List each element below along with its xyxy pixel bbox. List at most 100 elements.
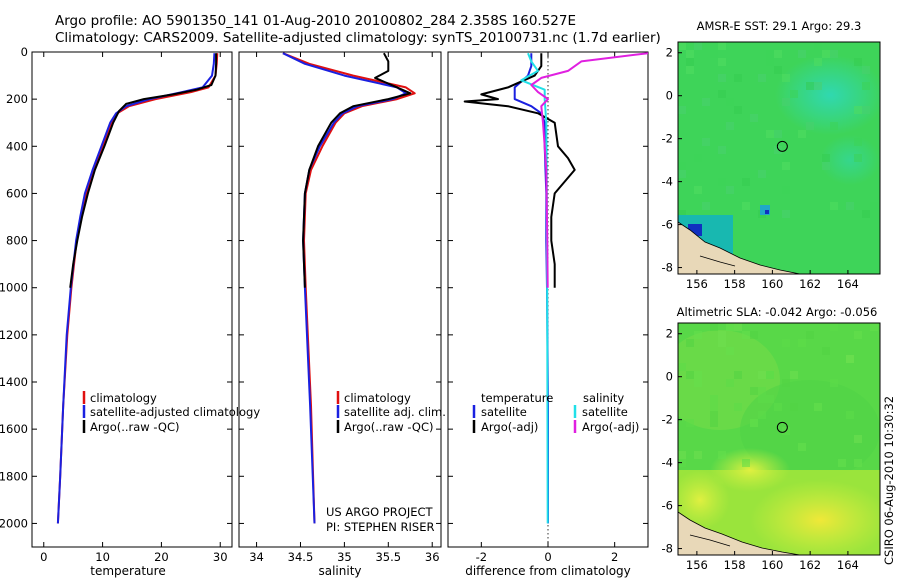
map-texture-cell xyxy=(718,331,726,339)
map-texture-cell xyxy=(870,202,878,210)
map-texture-cell xyxy=(718,178,726,186)
map-texture-cell xyxy=(806,331,814,339)
map-texture-cell xyxy=(750,114,758,122)
salinity-legend: climatology satellite adj. clim. Argo(..… xyxy=(336,391,446,434)
map-texture-cell xyxy=(854,154,862,162)
sst-map-frame xyxy=(677,41,881,275)
map-texture-cell xyxy=(742,178,750,186)
legend-heading-temperature: temperature xyxy=(481,391,553,405)
map-texture-cell xyxy=(846,411,854,419)
map-texture-cell xyxy=(830,202,838,210)
map-texture-cell xyxy=(862,66,870,74)
map-texture-cell xyxy=(718,339,726,347)
map-texture-cell xyxy=(678,363,686,371)
legend-label-climatology: climatology xyxy=(90,391,157,405)
map-texture-cell xyxy=(686,419,694,427)
map-texture-cell xyxy=(726,347,734,355)
map-texture-cell xyxy=(798,130,806,138)
map-texture-cell xyxy=(678,106,686,114)
x-tick-label: 20 xyxy=(154,550,169,564)
map-texture-cell xyxy=(854,435,862,443)
map-y-tick-label: -2 xyxy=(662,132,673,146)
map-texture-cell xyxy=(782,186,790,194)
map-texture-cell xyxy=(782,379,790,387)
x-tick-label: -2 xyxy=(476,550,487,564)
x-tick-label: 34 xyxy=(249,550,264,564)
legend-label-satellite-adjusted: satellite-adjusted climatology xyxy=(90,405,260,419)
map-texture-cell xyxy=(694,371,702,379)
map-texture-cell xyxy=(726,186,734,194)
y-tick-label: 400 xyxy=(6,139,28,153)
map-texture-cell xyxy=(814,82,822,90)
map-texture-cell xyxy=(702,138,710,146)
map-texture-cell xyxy=(782,154,790,162)
map-texture-cell xyxy=(758,411,766,419)
difference-legend: temperature satellite Argo(-adj) salinit… xyxy=(472,391,639,434)
y-tick-label: 1200 xyxy=(0,328,28,342)
map-texture-cell xyxy=(710,403,718,411)
map-texture-cell xyxy=(774,403,782,411)
x-tick-label: 36 xyxy=(425,550,440,564)
y-tick-label: 0 xyxy=(21,45,28,59)
x-tick-label: 30 xyxy=(213,550,228,564)
x-tick-label: 2 xyxy=(611,550,618,564)
map-texture-cell xyxy=(790,371,798,379)
csiro-credit: CSIRO 06-Aug-2010 10:30:32 xyxy=(882,396,896,565)
y-tick-label: 800 xyxy=(6,234,28,248)
map-texture-cell xyxy=(702,98,710,106)
map-texture-cell xyxy=(686,66,694,74)
y-tick-label: 200 xyxy=(6,92,28,106)
map-texture-cell xyxy=(870,323,878,331)
sst-map-title: AMSR-E SST: 29.1 Argo: 29.3 xyxy=(697,19,862,33)
map-texture-cell xyxy=(798,443,806,451)
map-x-tick-label: 160 xyxy=(761,277,783,291)
map-texture-cell xyxy=(782,210,790,218)
map-x-tick-label: 156 xyxy=(686,558,708,572)
project-credit: US ARGO PROJECT xyxy=(326,505,434,519)
legend-label-temp-argo: Argo(-adj) xyxy=(481,420,538,434)
map-texture-cell xyxy=(758,170,766,178)
map-texture-cell xyxy=(710,323,718,331)
map-texture-cell xyxy=(862,106,870,114)
map-texture-cell xyxy=(758,74,766,82)
difference-xlabel: difference from climatology xyxy=(465,564,631,578)
map-texture-cell xyxy=(774,66,782,74)
map-texture-cell xyxy=(734,74,742,82)
map-y-tick-label: -4 xyxy=(662,456,673,470)
map-texture-cell xyxy=(734,106,742,114)
sst-map-panel: AMSR-E SST: 29.1 Argo: 29.3 156 158 160 162… xyxy=(662,19,881,291)
map-y-tick-label: -2 xyxy=(662,413,673,427)
salinity-xlabel: salinity xyxy=(318,564,361,578)
x-tick-label: 0 xyxy=(40,550,47,564)
figure-title-line1: Argo profile: AO 5901350_141 01-Aug-2010… xyxy=(55,13,577,29)
map-texture-cell xyxy=(814,42,822,50)
map-x-tick-label: 164 xyxy=(837,558,859,572)
map-texture-cell xyxy=(766,130,774,138)
series-line-argo-raw-qc- xyxy=(302,52,412,288)
map-texture-cell xyxy=(846,202,854,210)
map-texture-cell xyxy=(718,74,726,82)
pi-credit: PI: STEPHEN RISER xyxy=(326,520,435,534)
map-y-tick-label: -4 xyxy=(662,175,673,189)
map-y-tick-label: 0 xyxy=(666,89,673,103)
y-tick-label: 2000 xyxy=(0,516,28,530)
map-x-tick-label: 158 xyxy=(724,558,746,572)
y-tick-label: 600 xyxy=(6,186,28,200)
x-tick-label: 34.5 xyxy=(288,550,314,564)
map-texture-cell xyxy=(694,154,702,162)
temperature-panel: 0 200 400 600 800 1000 1200 1400 1600 1800 2000 0 1… xyxy=(0,45,260,578)
map-texture-cell xyxy=(718,451,726,459)
map-texture-cell xyxy=(814,403,822,411)
map-texture-cell xyxy=(694,42,702,50)
map-texture-cell xyxy=(774,50,782,58)
map-texture-cell xyxy=(686,371,694,379)
map-texture-cell xyxy=(766,58,774,66)
map-texture-cell xyxy=(710,419,718,427)
map-texture-cell xyxy=(774,146,782,154)
series-line-argo-raw-qc- xyxy=(69,53,218,288)
map-texture-cell xyxy=(854,459,862,467)
map-texture-cell xyxy=(782,162,790,170)
map-texture-cell xyxy=(742,459,750,467)
map-texture-cell xyxy=(806,82,814,90)
map-texture-cell xyxy=(726,323,734,331)
